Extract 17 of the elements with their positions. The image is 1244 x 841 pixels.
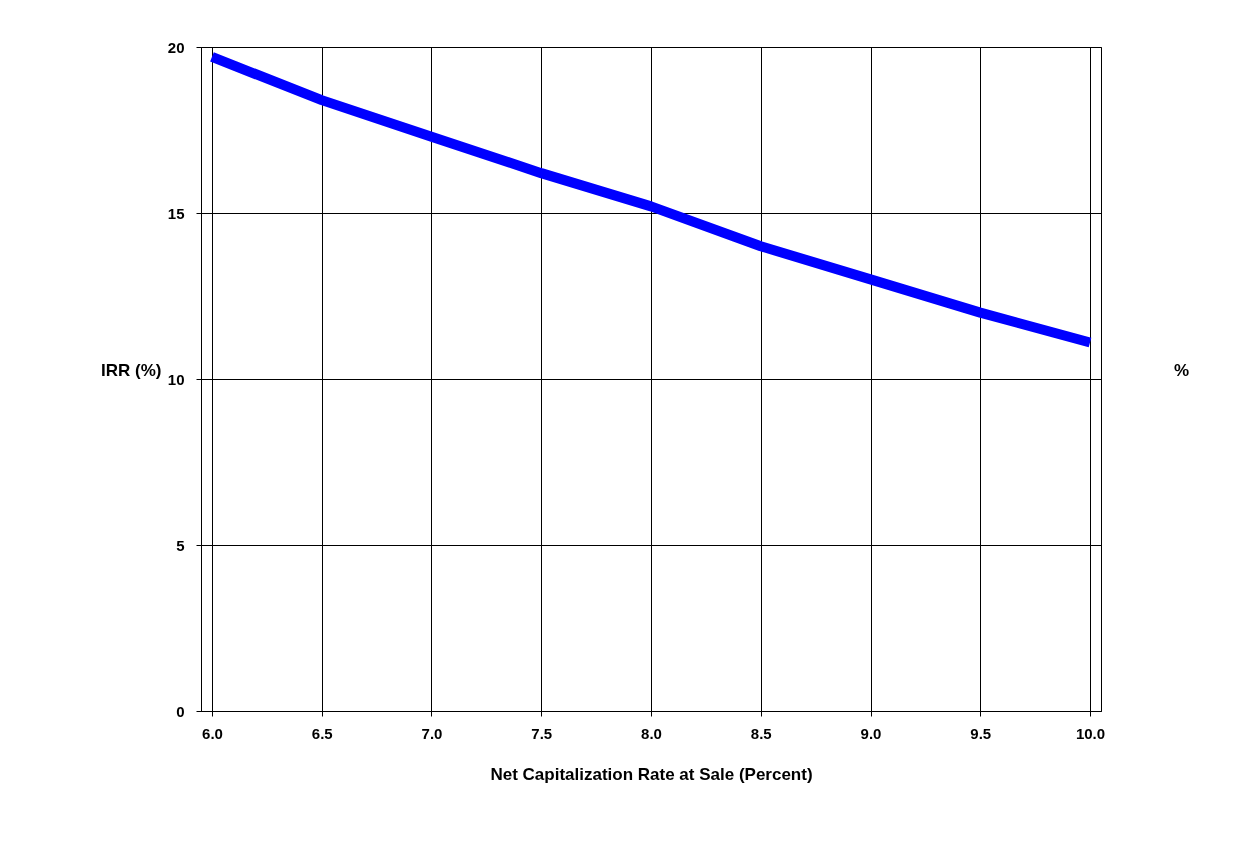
- x-tick-label: 6.0: [202, 724, 223, 742]
- x-tick-label: 9.0: [860, 724, 882, 742]
- x-tick-label: 8.0: [641, 724, 662, 742]
- y-axis-title: IRR (%): [101, 360, 162, 380]
- x-tick-label: 10.0: [1075, 724, 1106, 742]
- x-tick-label: 6.5: [311, 724, 333, 742]
- y-tick-label: 0: [176, 702, 185, 720]
- y-tick-label: 20: [167, 38, 185, 56]
- x-tick-label: 7.5: [531, 724, 553, 742]
- x-tick-label: 9.5: [970, 724, 992, 742]
- x-axis-title: Net Capitalization Rate at Sale (Percent): [490, 764, 813, 784]
- x-tick-label: 8.5: [750, 724, 772, 742]
- y-tick-label: 15: [167, 204, 185, 222]
- y2-axis-title: %: [1173, 360, 1190, 380]
- y-tick-label: 5: [176, 536, 185, 554]
- x-tick-label: 7.0: [421, 724, 443, 742]
- y-tick-label: 10: [167, 370, 185, 388]
